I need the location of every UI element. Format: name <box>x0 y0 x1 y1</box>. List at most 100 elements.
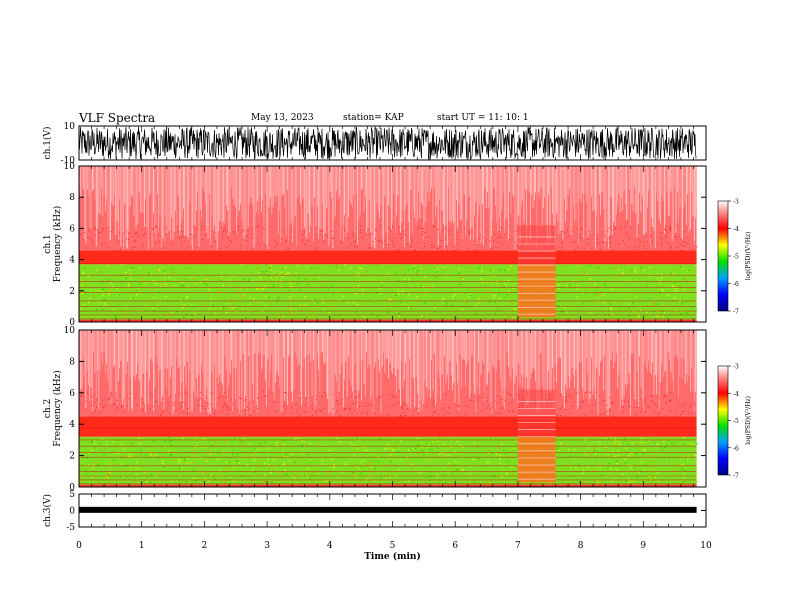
ch2-spec-speckle <box>355 396 357 398</box>
ch1-spec-streak <box>372 166 374 246</box>
ch1-spec-mottle <box>416 296 418 298</box>
ch2-spec-mottle <box>626 471 628 473</box>
ch1-spec-speckle <box>456 243 458 245</box>
ch2-spec-speckle <box>331 412 333 414</box>
ch2-spec-speckle <box>635 414 637 415</box>
ch1-spec-streak <box>449 166 451 222</box>
ch2-spec-mottle <box>344 463 346 465</box>
ch2-spec-mottle <box>668 457 671 459</box>
ch2-spec-speckle <box>336 399 338 401</box>
ch2-spec-mottle <box>342 471 344 473</box>
ch1-spec-speckle <box>193 225 195 227</box>
ch1-spec-streak <box>209 166 210 194</box>
ch2-spec-streak <box>619 330 621 411</box>
ch1-spec-mottle <box>379 287 382 290</box>
ch2-spec-mottle <box>307 453 309 455</box>
ch2-spec-mottle <box>282 464 284 466</box>
ch1-spec-speckle <box>194 229 196 231</box>
ch1-spec-mottle <box>237 292 239 294</box>
ch2-spec-streak <box>134 330 136 381</box>
ch3-waveform-ytick-label: 5 <box>69 490 75 500</box>
ch2-spec-streak <box>671 330 673 381</box>
ch2-spec-streak <box>693 330 695 412</box>
ch1-spec-mottle <box>389 299 392 301</box>
ch1-spec-speckle <box>572 227 574 228</box>
ch1-spec-mottle <box>141 277 143 279</box>
ch1-spec-mottle <box>242 308 244 310</box>
ch2-spec-streak <box>474 330 475 394</box>
ch1-spec-mottle <box>101 291 103 293</box>
ch2-spec-mottle <box>470 465 472 467</box>
ch1-spec-mottle <box>577 288 579 290</box>
ch1-spec-mottle <box>278 311 280 313</box>
ch2-spec-mottle <box>630 467 632 469</box>
ch1-waveform-ytick-label: 10 <box>64 122 76 132</box>
ch2-spec-speckle <box>465 414 467 415</box>
ch1-spec-speckle <box>134 247 136 248</box>
ch1-spec-streak <box>428 166 430 202</box>
ch2-spec-mottle <box>224 482 226 484</box>
ch1-spec-speckle <box>224 228 226 230</box>
ch1-spec-speckle <box>246 235 248 237</box>
ch1-spec-mottle <box>635 271 637 273</box>
ch2-spec-mottle <box>217 452 220 454</box>
ch1-spec-speckle <box>441 250 443 252</box>
ch1-spec-mottle <box>157 269 159 271</box>
ch2-spec-speckle <box>320 410 322 411</box>
ch1-spec-speckle <box>689 247 690 249</box>
ch2-spec-mottle <box>597 482 599 484</box>
ch2-spec-speckle <box>663 394 665 396</box>
ch2-spec-mottle <box>205 458 207 461</box>
ch1-spec-speckle <box>206 229 208 231</box>
ch2-spec-mottle <box>390 454 392 456</box>
ch1-spec-mottle <box>338 269 341 272</box>
ch2-spec-speckle <box>432 404 433 406</box>
ch2-spec-speckle <box>481 410 482 412</box>
ch1-spec-mottle <box>660 273 662 275</box>
ch1-spec-streak <box>285 166 287 236</box>
ch1-spec-speckle <box>479 237 481 239</box>
ch1-spec-streak <box>639 166 640 193</box>
ch1-spec-streak <box>600 166 601 216</box>
ch1-spec-speckle <box>456 249 458 251</box>
ch2-spec-speckle <box>659 407 661 409</box>
ch1-spec-mottle <box>493 294 496 296</box>
ch2-spec-mottle <box>650 466 652 468</box>
ch2-spec-speckle <box>629 406 631 408</box>
ch2-spec-speckle <box>116 406 118 408</box>
ch1-spec-mottle <box>481 271 483 273</box>
ch2-spec-mottle <box>636 443 638 445</box>
ch1-spec-mottle <box>277 298 280 300</box>
ch2-spec-streak <box>428 330 430 389</box>
ch1-spec-streak <box>553 166 555 226</box>
ch2-spec-mottle <box>339 441 342 443</box>
ch2-spec-streak <box>214 330 215 366</box>
ch1-spec-speckle <box>384 240 386 242</box>
ch2-spec-speckle <box>213 413 215 415</box>
ch2-spec-streak <box>656 330 657 395</box>
ch1-spec-mottle <box>412 268 415 270</box>
ch2-spec-mottle <box>582 481 584 483</box>
ch2-spec-mottle <box>438 453 441 455</box>
ch2-spec-mottle <box>628 478 630 480</box>
ch2-spec-speckle <box>399 416 401 418</box>
ch2-spec-streak <box>643 330 644 412</box>
ch2-spec-streak <box>358 330 360 391</box>
ch2-spectrogram-ytick-label: 10 <box>64 326 76 336</box>
ch1-spec-speckle <box>682 237 684 239</box>
ch2-spec-speckle <box>633 395 635 396</box>
ch1-spec-streak <box>262 166 263 201</box>
ch1-spec-speckle <box>159 235 161 237</box>
ch1-spec-mottle <box>413 264 415 267</box>
ch2-spec-mottle <box>357 467 360 469</box>
ch2-spec-streak <box>579 330 581 362</box>
ch1-spec-mottle <box>136 294 138 296</box>
ch1-spec-mottle <box>358 267 361 269</box>
ch2-spec-speckle <box>486 400 488 402</box>
ch1-spec-speckle <box>301 239 303 241</box>
ch2-spec-streak <box>141 330 143 397</box>
ch1-spec-speckle <box>473 249 475 251</box>
ch2-spec-mottle <box>441 452 443 454</box>
ch2-spec-mottle <box>286 455 289 458</box>
ch2-spec-streak <box>170 330 171 378</box>
